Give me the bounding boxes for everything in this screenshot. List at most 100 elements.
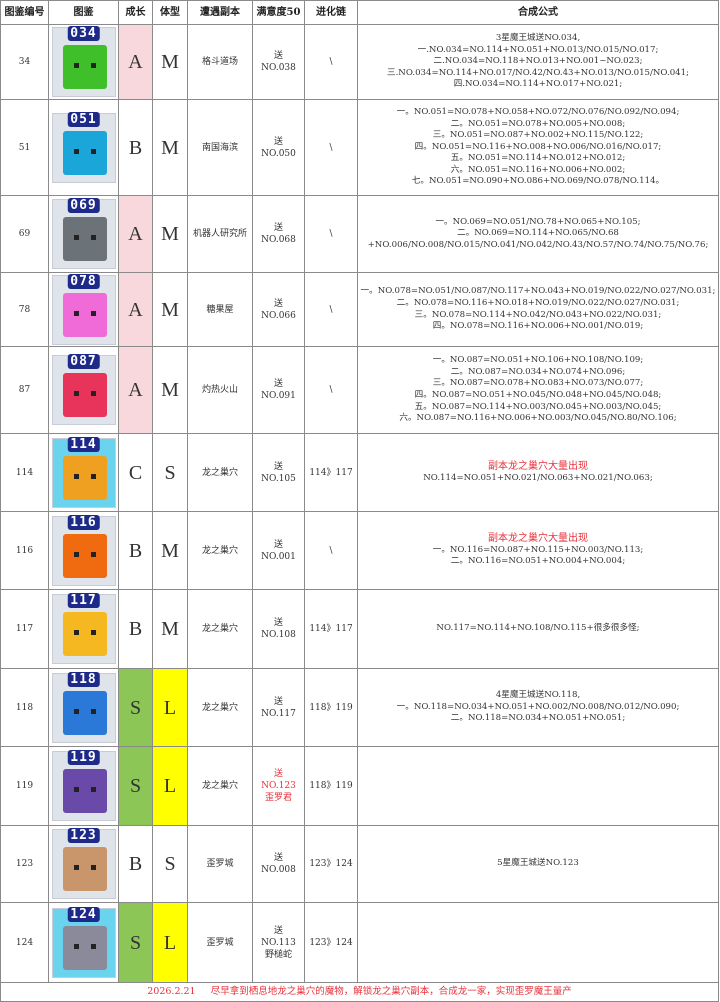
monster-image-cell: 087 (48, 346, 119, 434)
formula-cell: 4星魔王城送NO.118, 一。NO.118=NO.034+NO.051+NO.0… (357, 668, 719, 747)
formula-line: 一。NO.078=NO.051/NO.087/NO.117+NO.043+NO.… (360, 286, 716, 297)
monster-sprite: 119 (51, 750, 116, 821)
formula-line: 一.NO.034=NO.114+NO.051+NO.013/NO.015/NO.… (417, 44, 659, 55)
monster-id: 116 (0, 511, 49, 590)
evolution-chain: 114》117 (304, 433, 358, 512)
table-row: 87 087 A M 灼热火山送 NO.091 \ 一。NO.087=NO.051+NO.10… (0, 346, 719, 434)
growth-grade: B (118, 99, 153, 196)
growth-grade: C (118, 433, 153, 512)
monster-sprite: 069 (51, 198, 116, 269)
monster-image-cell: 069 (48, 195, 119, 273)
monster-eyes-icon (73, 310, 96, 316)
growth-grade: B (118, 825, 153, 903)
satisfaction-reward: 送 NO.108 (252, 589, 305, 669)
formula-cell (357, 902, 719, 983)
monster-id: 51 (0, 99, 49, 196)
sprite-number: 069 (67, 198, 100, 213)
header-evolution: 进化链 (304, 0, 358, 25)
body-size: L (152, 746, 188, 826)
formula-cell: 一。NO.078=NO.051/NO.087/NO.117+NO.043+NO.… (357, 272, 719, 347)
formula-line: 二。NO.078=NO.116+NO.018+NO.019/NO.022/NO.… (396, 297, 680, 308)
table-row: 116 116 B M 龙之巢穴送 NO.001 \ 副本龙之巢穴大量出现 一。NO.116=N… (0, 511, 719, 590)
monster-sprite: 034 (51, 26, 116, 97)
formula-line: 二。NO.087=NO.034+NO.074+NO.096; (450, 366, 626, 377)
sprite-number: 114 (67, 436, 100, 452)
monster-image-cell: 051 (48, 99, 119, 196)
evolution-chain: \ (304, 272, 358, 347)
formula-line: 五。NO.051=NO.114+NO.012+NO.012; (450, 153, 626, 164)
growth-grade: A (118, 195, 153, 273)
formula-line: 二。NO.118=NO.034+NO.051+NO.051; (450, 713, 626, 724)
dungeon: 龙之巢穴 (187, 746, 253, 826)
satisfaction-line: 歪罗君 (264, 793, 292, 803)
monster-sprite: 114 (51, 436, 116, 508)
sprite-number: 087 (67, 354, 100, 369)
monster-id: 118 (0, 668, 49, 747)
monster-sprite-body (62, 455, 107, 500)
body-size: M (152, 195, 188, 273)
formula-line: 一。NO.069=NO.051/NO.78+NO.065+NO.105; (435, 216, 641, 227)
dungeon: 龙之巢穴 (187, 511, 253, 590)
formula-line: 六。NO.051=NO.116+NO.006+NO.002; (450, 164, 626, 175)
formula-line: 二。NO.051=NO.078+NO.005+NO.008; (450, 118, 626, 129)
satisfaction-reward: 送 NO.113 野槌蛇 (252, 902, 305, 983)
satisfaction-line: NO.038 (261, 63, 296, 73)
evolution-chain: 123》124 (304, 825, 358, 903)
satisfaction-line: NO.001 (261, 551, 296, 562)
monster-sprite: 116 (51, 514, 116, 586)
table-row: 34 034 A M 格斗道场送 NO.038 \ 3星魔王城送NO.034, 一.NO.034… (0, 24, 719, 100)
sprite-number: 124 (67, 906, 100, 922)
table-row: 117 117 B M 龙之巢穴 送 NO.108 114》117 NO.117=NO.114+… (0, 589, 719, 669)
body-size: M (152, 24, 188, 100)
formula-line: NO.114=NO.051+NO.021/NO.063+NO.021/NO.06… (423, 472, 653, 483)
monster-sprite-body (62, 847, 107, 891)
body-size: M (152, 272, 188, 347)
header-satisfaction: 满意度50 (252, 0, 305, 25)
formula-line: 一。NO.051=NO.078+NO.058+NO.072/NO.076/NO.… (396, 106, 680, 117)
satisfaction-line: 送 (273, 769, 283, 779)
satisfaction-line: 送 (273, 379, 283, 389)
formula-cell: 一。NO.051=NO.078+NO.058+NO.072/NO.076/NO.… (357, 99, 719, 196)
monster-image-cell: 078 (48, 272, 119, 347)
monster-id: 87 (0, 346, 49, 434)
satisfaction-line: 送 (273, 925, 283, 936)
monster-eyes-icon (73, 235, 96, 240)
satisfaction-reward: 送 NO.091 (252, 346, 305, 434)
formula-line: 四。NO.078=NO.116+NO.006+NO.001/NO.019; (432, 321, 644, 332)
satisfaction-line: 送 (273, 853, 283, 863)
formula-line: 3星魔王城送NO.034, (495, 33, 581, 44)
header-id: 图鉴编号 (0, 0, 49, 25)
monster-sprite-body (62, 612, 107, 656)
formula-note: 副本龙之巢穴大量出现 (488, 533, 588, 545)
evolution-chain: \ (304, 346, 358, 434)
monster-id: 69 (0, 195, 49, 273)
formula-cell: 副本龙之巢穴大量出现 一。NO.116=NO.087+NO.115+NO.003/… (357, 511, 719, 590)
formula-line: 四。NO.051=NO.116+NO.008+NO.006/NO.016/NO.… (414, 141, 662, 152)
formula-cell: NO.117=NO.114+NO.108/NO.115+很多很多怪; (357, 589, 719, 669)
dungeon: 灼热火山 (187, 346, 253, 434)
monster-eyes-icon (73, 473, 96, 479)
formula-line: 二。NO.116=NO.051+NO.004+NO.004; (450, 556, 626, 567)
satisfaction-line: NO.068 (261, 235, 296, 245)
table-row: 78 078 A M 糖果屋送 NO.066 \ 一。NO.078=NO.051/NO.087… (0, 272, 719, 347)
satisfaction-line: NO.108 (261, 630, 296, 640)
monster-sprite: 051 (51, 111, 116, 183)
formula-line: 三。NO.087=NO.078+NO.083+NO.073/NO.077; (432, 378, 644, 389)
sprite-number: 117 (67, 593, 100, 608)
footer-row: 2026.2.21 尽早拿到栖息地龙之巢穴的魔物，解锁龙之巢穴副本，合成龙一家，… (0, 982, 719, 1002)
monster-eyes-icon (73, 787, 96, 792)
evolution-chain: 114》117 (304, 589, 358, 669)
satisfaction-line: 送 (273, 461, 283, 472)
satisfaction-line: NO.113 (261, 937, 296, 948)
monster-sprite-body (62, 217, 107, 261)
formula-cell: 一。NO.087=NO.051+NO.106+NO.108/NO.109; 二。N… (357, 346, 719, 434)
growth-grade: A (118, 24, 153, 100)
footer-note: 2026.2.21 尽早拿到栖息地龙之巢穴的魔物，解锁龙之巢穴副本，合成龙一家，… (0, 982, 719, 1002)
satisfaction-line: 送 (273, 51, 283, 61)
body-size: M (152, 99, 188, 196)
satisfaction-line: 送 (273, 298, 283, 309)
evolution-chain: 118》119 (304, 746, 358, 826)
body-size: L (152, 902, 188, 983)
formula-line: 二。NO.069=NO.114+NO.065/NO.68 (457, 228, 619, 239)
satisfaction-line: 野槌蛇 (264, 949, 292, 960)
